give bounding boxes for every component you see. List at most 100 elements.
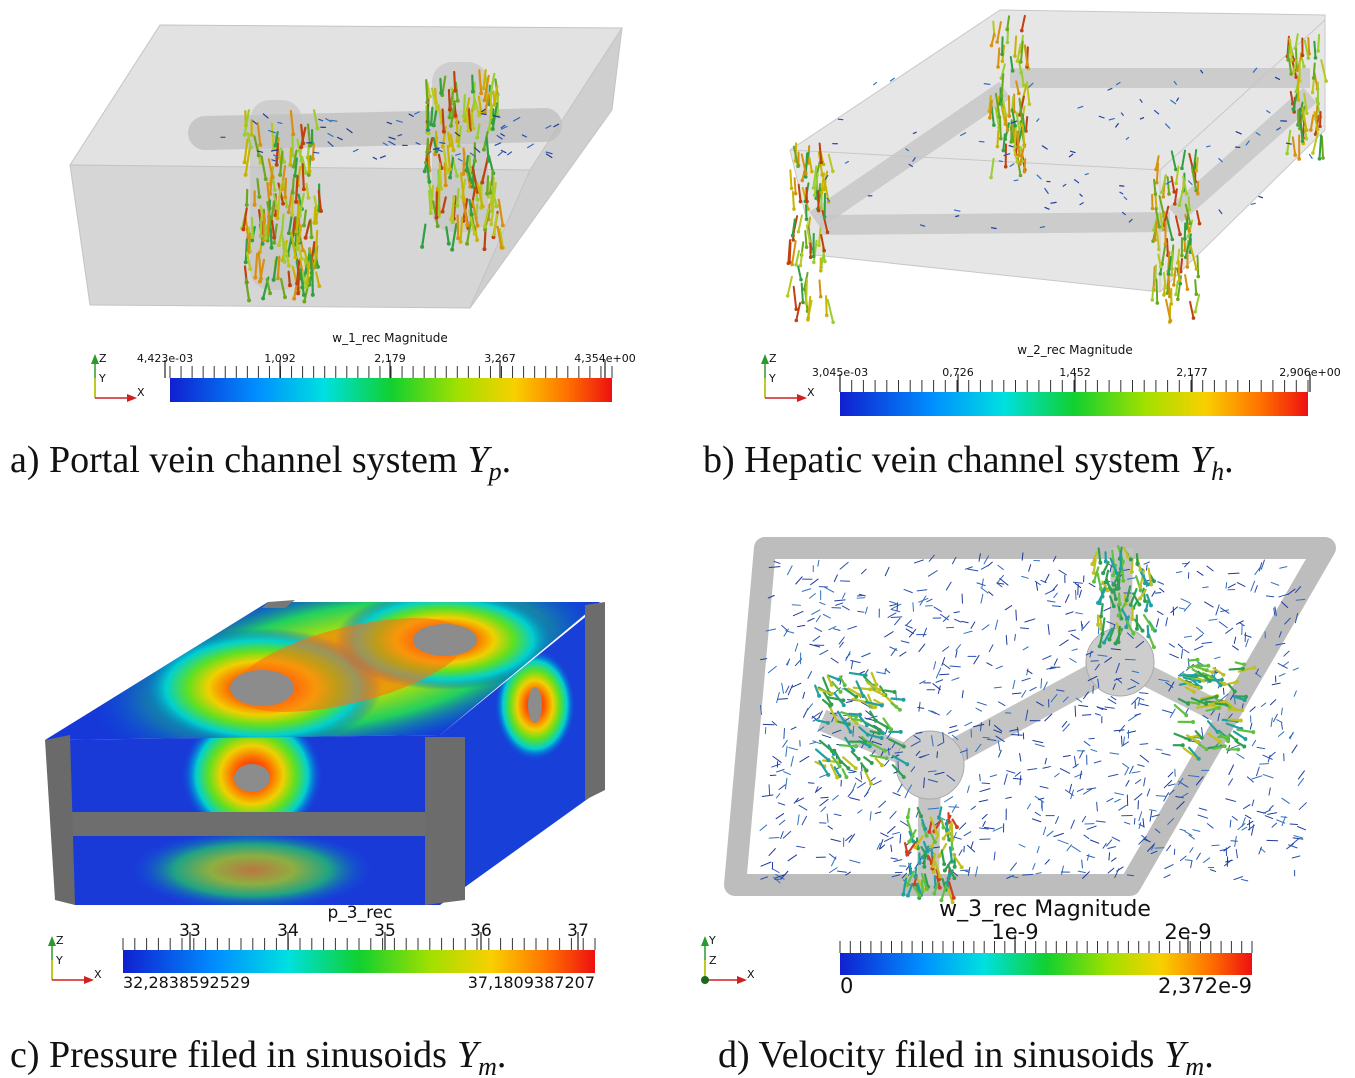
arrow [799, 805, 807, 810]
arrow [786, 746, 787, 756]
arrow [968, 569, 978, 571]
arrow-head [1218, 740, 1222, 744]
arrow-head [913, 875, 917, 879]
arrow-head [301, 141, 305, 145]
arrow-head [480, 180, 484, 184]
arrow-head [817, 243, 821, 247]
arrow [1097, 802, 1098, 811]
arrow-head [817, 209, 821, 213]
arrow [1118, 627, 1119, 642]
arrow [984, 84, 990, 85]
arrow-head [1150, 298, 1154, 302]
arrow-head [830, 692, 834, 696]
arrow [954, 612, 959, 613]
arrow [961, 870, 969, 871]
arrow [950, 726, 957, 728]
arrow-head [992, 123, 996, 127]
arrow [1309, 154, 1312, 158]
arrow-head [253, 203, 257, 207]
arrow-head [932, 892, 936, 896]
arrow [1170, 654, 1179, 658]
arrow [996, 666, 1002, 669]
colorbar-label: 2,372e-9 [1158, 974, 1252, 998]
arrow-head [877, 731, 881, 735]
arrow [1204, 858, 1210, 862]
arrow [449, 90, 450, 110]
arrow-head [1111, 574, 1115, 578]
arrow [1207, 146, 1210, 147]
arrow-head [942, 862, 946, 866]
arrow-head [902, 745, 906, 749]
arrow-head [942, 825, 946, 829]
arrow [1197, 853, 1201, 859]
arrow-head [1020, 119, 1024, 123]
arrow-head [250, 238, 254, 242]
arrow [791, 727, 796, 729]
arrow [1290, 732, 1293, 739]
arrow-head [1146, 634, 1150, 638]
arrow-head [1013, 54, 1017, 58]
arrow-head [470, 213, 474, 217]
arrow-head [1234, 738, 1238, 742]
arrow-head [1194, 189, 1198, 193]
arrow-head [1174, 293, 1178, 297]
arrow [854, 688, 871, 690]
arrow [429, 145, 430, 171]
arrow-head [820, 191, 824, 195]
arrow-head [455, 174, 459, 178]
arrow-head [869, 782, 873, 786]
arrow [1271, 582, 1278, 585]
render-c [40, 531, 622, 910]
arrow-head [1004, 165, 1008, 169]
arrow [858, 810, 862, 813]
arrow [1322, 136, 1323, 158]
arrow-head [805, 200, 809, 204]
arrow [821, 797, 828, 798]
arrow-head [1028, 102, 1032, 106]
arrow-head [452, 148, 456, 152]
arrow [890, 604, 896, 605]
arrow-head [302, 299, 306, 303]
arrow-head [799, 200, 803, 204]
arrow-head [500, 246, 504, 250]
caption-subscript: m [478, 1052, 497, 1078]
arrow-head [300, 159, 304, 163]
arrow-head [1173, 202, 1177, 206]
arrow-head [1297, 98, 1301, 102]
arrow [440, 143, 445, 144]
arrow [271, 228, 272, 247]
arrow-head [1217, 706, 1221, 710]
arrow-head [805, 217, 809, 221]
colorbar-label: 37 [567, 921, 589, 941]
arrow [1084, 741, 1090, 745]
arrow [779, 785, 785, 790]
arrow [820, 650, 828, 654]
arrow-head [870, 761, 874, 765]
arrow [1234, 637, 1235, 643]
arrow [289, 272, 290, 286]
arrow-head [483, 224, 487, 228]
arrow [822, 735, 831, 738]
arrow [816, 616, 820, 622]
arrow [1184, 603, 1191, 611]
arrow [1320, 112, 1321, 126]
arrow [971, 622, 975, 628]
arrow-head [250, 133, 254, 137]
arrow-head [273, 143, 277, 147]
arrow-head [1020, 29, 1024, 33]
arrow [1237, 730, 1253, 732]
arrow [790, 243, 791, 263]
arrow [819, 711, 823, 718]
arrow [1084, 835, 1089, 839]
arrow-head [830, 749, 834, 753]
arrow [1247, 777, 1253, 782]
arrow [982, 565, 989, 569]
arrow [1115, 793, 1124, 795]
arrow [311, 219, 312, 237]
arrow [1205, 602, 1214, 607]
arrow [1195, 295, 1199, 312]
colorbar-label: 35 [374, 921, 396, 941]
arrow [1022, 576, 1029, 578]
arrow [1077, 789, 1083, 792]
